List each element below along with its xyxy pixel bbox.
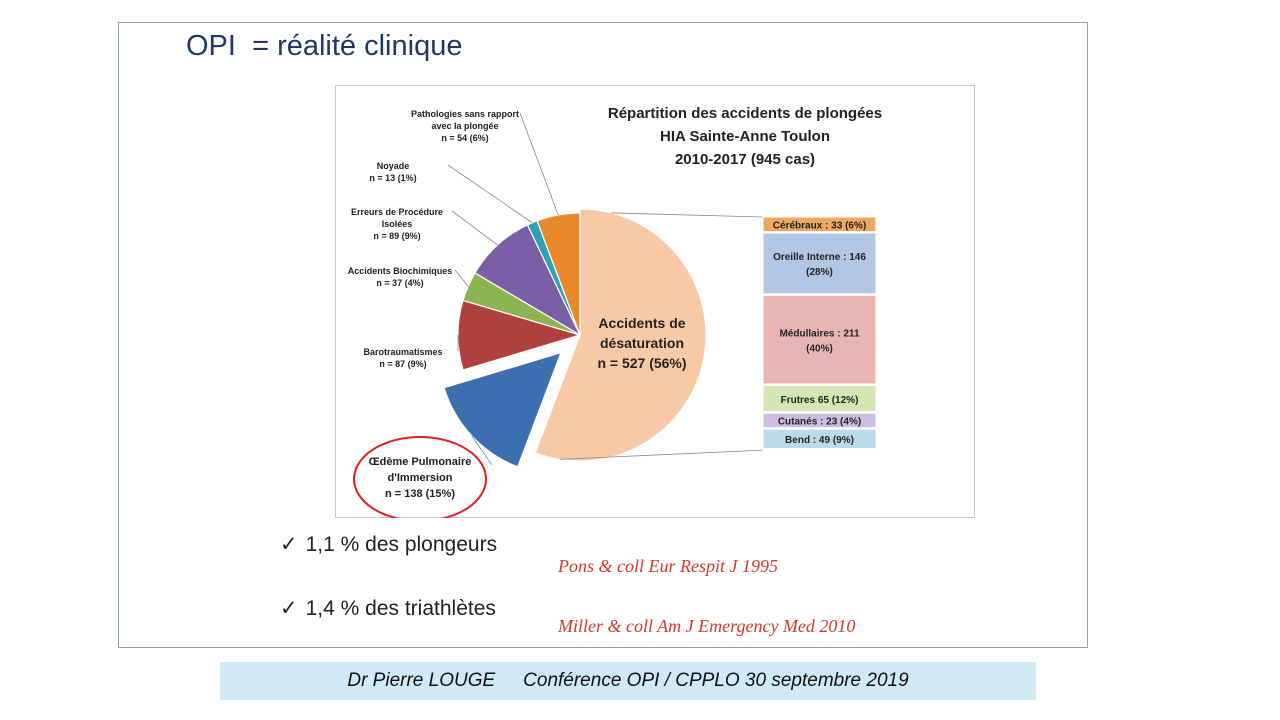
slice-label: Œdème Pulmonaire d'Immersion n = 138 (15%) (369, 456, 472, 500)
slice-label-line: Accidents Biochimiques (348, 266, 453, 276)
breakdown-segment (762, 216, 877, 232)
bullet-reference-2: Miller & coll Am J Emergency Med 2010 (558, 616, 856, 636)
breakdown-label: Médullaires : 211 (40%) (779, 328, 859, 354)
leader-line (447, 164, 533, 224)
pie-slice (536, 212, 581, 336)
leader-line (451, 210, 498, 246)
breakdown-segment (762, 428, 877, 450)
slice-label: Erreurs de Procédure Isolées n = 89 (9%) (351, 207, 443, 241)
leader-line (519, 112, 559, 216)
connector-line (559, 449, 764, 460)
footer-event: Conférence OPI / CPPLO 30 septembre 2019 (523, 670, 909, 691)
slice-label: Pathologies sans rapport avec la plongée n… (411, 109, 519, 143)
slice-label: Accidents Biochimiques n = 37 (4%) (348, 266, 453, 288)
leader-line (454, 269, 469, 287)
breakdown-label-line: Médullaires : 211 (779, 328, 859, 339)
slice-label-line: d'Immersion (388, 472, 453, 484)
slice-label-line: n = 89 (9%) (373, 231, 420, 241)
slice-label: Noyade n = 13 (1%) (369, 161, 416, 183)
slice-label-line: n = 54 (6%) (441, 133, 488, 143)
slice-label-line: Barotraumatismes (363, 347, 442, 357)
chart-title-line: Répartition des accidents de plongées (608, 105, 882, 122)
breakdown-label: Bend : 49 (9%) (785, 435, 854, 446)
breakdown-segment (762, 232, 877, 295)
slice-label-line: Œdème Pulmonaire (369, 456, 472, 468)
breakdown-label: Cérébraux : 33 (6%) (773, 221, 866, 232)
breakdown-label-line: Frutres 65 (12%) (781, 395, 859, 406)
bullet-item-2: ✓ 1,4 % des triathlètes (280, 596, 496, 621)
pie-slice (534, 208, 707, 462)
chart-title-line: HIA Sainte-Anne Toulon (660, 128, 830, 145)
slice-label-line: avec la plongée (431, 121, 498, 131)
breakdown-label-line: (40%) (806, 343, 833, 354)
slide-frame (118, 22, 1088, 648)
slice-label-line: n = 37 (4%) (376, 278, 423, 288)
leader-line (471, 435, 493, 466)
breakdown-label-line: Bend : 49 (9%) (785, 435, 854, 446)
slice-label-line: désaturation (600, 335, 684, 351)
check-icon: ✓ (280, 532, 298, 556)
slice-label-line: Noyade (377, 161, 410, 171)
bullet-text: 1,1 % des plongeurs (305, 533, 498, 556)
pie-slice (443, 351, 562, 468)
breakdown-label: Oreille Interne : 146 (28%) (773, 252, 866, 278)
slice-label-line: n = 138 (15%) (385, 488, 455, 500)
chart-title-line: 2010-2017 (945 cas) (675, 151, 815, 168)
highlight-circle (353, 436, 487, 518)
chart-title: Répartition des accidents de plongées HIA… (608, 105, 882, 168)
breakdown-segment (762, 384, 877, 413)
slide-title: OPI = réalité clinique (186, 30, 463, 62)
breakdown-label-line: Cérébraux : 33 (6%) (773, 221, 866, 232)
breakdown-label-line: Oreille Interne : 146 (773, 252, 866, 263)
bullet-item-1: ✓ 1,1 % des plongeurs (280, 532, 497, 557)
breakdown-label: Frutres 65 (12%) (781, 395, 859, 406)
slice-label-line: Pathologies sans rapport (411, 109, 519, 119)
breakdown-label: Cutanés : 23 (4%) (778, 417, 861, 428)
breakdown-label-line: Cutanés : 23 (4%) (778, 417, 861, 428)
slice-label-line: n = 13 (1%) (369, 173, 416, 183)
breakdown-segment (762, 294, 877, 385)
connector-line (611, 212, 764, 218)
bullet-reference-1: Pons & coll Eur Respit J 1995 (558, 556, 778, 576)
footer-banner: Dr Pierre LOUGE Conférence OPI / CPPLO 3… (220, 662, 1036, 700)
slice-label-line: Accidents de (598, 315, 685, 331)
pie-chart: Répartition des accidents de plongées HIA… (348, 105, 882, 518)
slice-label-line: Erreurs de Procédure (351, 207, 443, 217)
slice-label-line: n = 87 (9%) (379, 359, 426, 369)
bullet-text: 1,4 % des triathlètes (305, 597, 496, 620)
check-icon: ✓ (280, 596, 298, 620)
footer-author: Dr Pierre LOUGE (347, 670, 496, 691)
breakdown-segment (762, 412, 877, 429)
slice-label: Barotraumatismes n = 87 (9%) (363, 347, 442, 369)
slice-label-line: n = 527 (56%) (597, 355, 686, 371)
breakdown-label-line: (28%) (806, 267, 833, 278)
slice-label: Accidents de désaturation n = 527 (56%) (597, 315, 686, 371)
slice-label-line: Isolées (382, 219, 413, 229)
